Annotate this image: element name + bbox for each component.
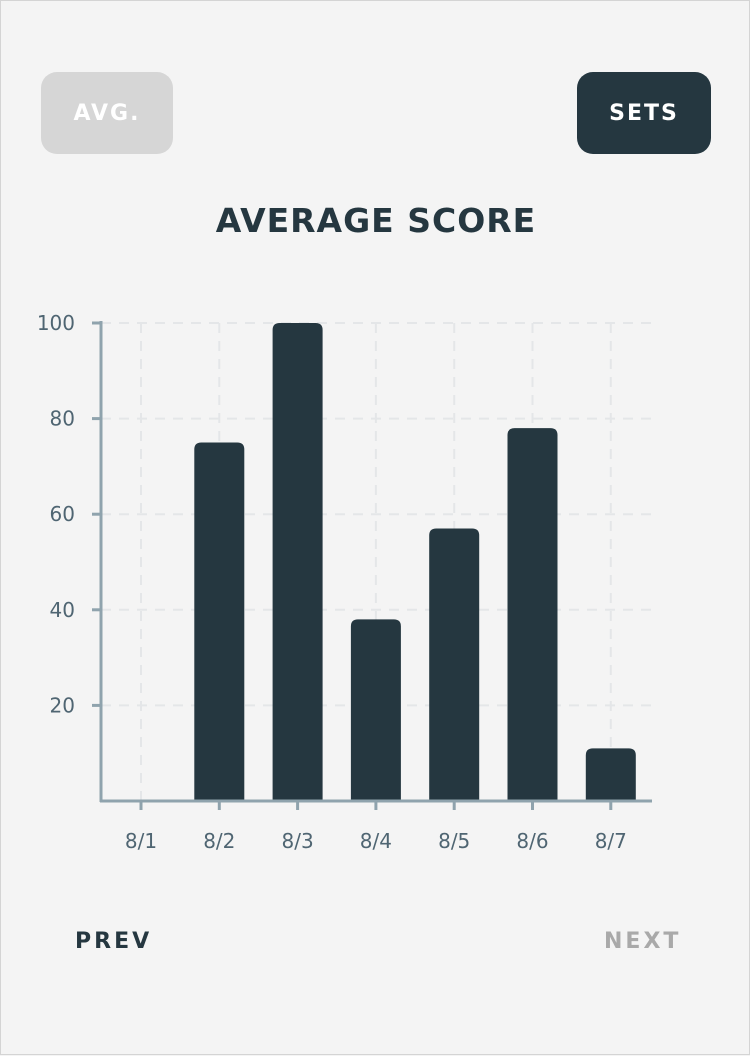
y-tick-label: 20	[50, 693, 75, 717]
y-tick-label: 100	[37, 311, 75, 335]
prev-button[interactable]: PREV	[75, 929, 153, 954]
bar	[194, 442, 245, 801]
axes	[92, 321, 652, 810]
y-tick-label: 40	[50, 598, 75, 622]
bar	[350, 619, 401, 801]
x-tick-label: 8/2	[203, 829, 235, 853]
next-button[interactable]: NEXT	[604, 929, 682, 954]
y-tick-label: 60	[50, 502, 75, 526]
bar	[272, 323, 323, 801]
x-tick-label: 8/5	[438, 829, 470, 853]
bars	[194, 323, 636, 801]
tick-labels: 20 40 60 80 100 8/1 8/2 8/3 8/4 8/5 8/6 8/7	[37, 311, 627, 853]
x-tick-label: 8/1	[125, 829, 157, 853]
avg-button[interactable]: AVG.	[41, 72, 173, 154]
x-tick-label: 8/6	[516, 829, 548, 853]
x-tick-label: 8/4	[360, 829, 392, 853]
bar	[507, 428, 558, 801]
bar	[429, 528, 480, 801]
y-tick-label: 80	[50, 407, 75, 431]
sets-button[interactable]: SETS	[577, 72, 711, 154]
x-tick-label: 8/7	[595, 829, 627, 853]
chart-title: AVERAGE SCORE	[215, 201, 537, 240]
x-tick-label: 8/3	[282, 829, 314, 853]
bar	[585, 748, 636, 801]
